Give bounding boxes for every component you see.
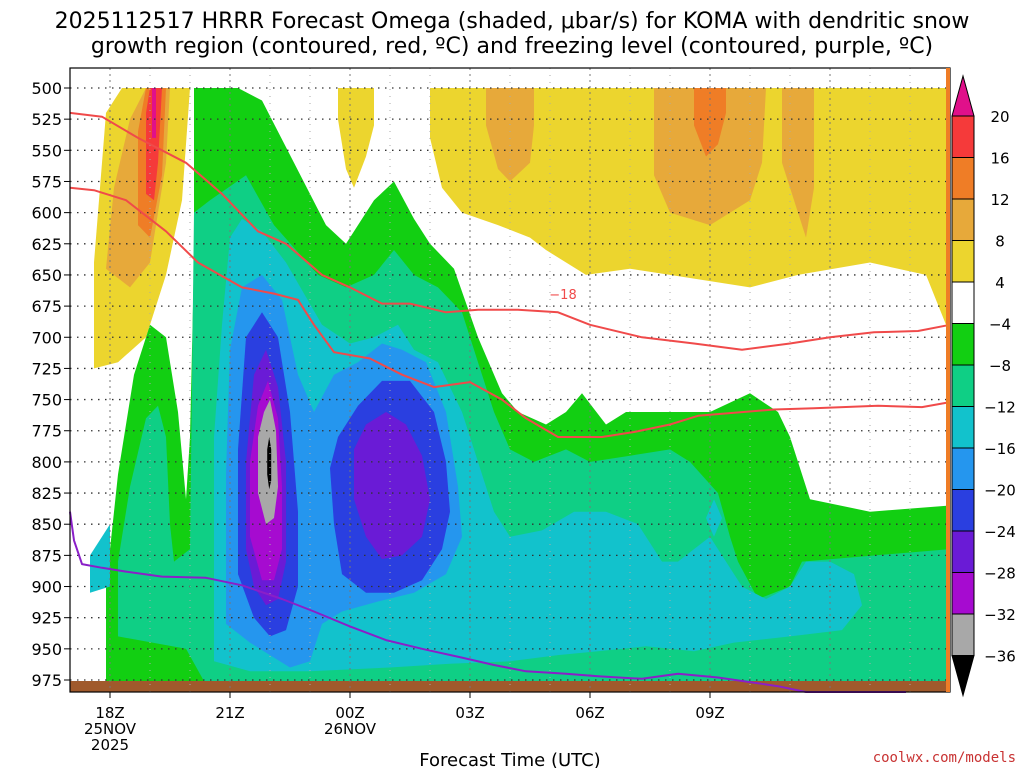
y-tick-label: 750 [31, 391, 62, 410]
omega-region [486, 88, 534, 182]
grid-lines [70, 68, 950, 692]
temperature-contours [69, 111, 951, 693]
omega-region [654, 88, 766, 226]
colorbar-cell [951, 655, 975, 698]
omega-region [90, 524, 110, 593]
colorbar-tick-label: −16 [984, 440, 1016, 458]
colorbar-tick-label: 8 [995, 233, 1005, 251]
colorbar-tick-label: −12 [984, 399, 1016, 417]
x-axis-label: Forecast Time (UTC) [419, 750, 600, 768]
terrain-strip [70, 681, 950, 692]
y-tick-label: 525 [31, 110, 62, 129]
colorbar-tick-label: −24 [984, 523, 1016, 541]
colorbar-cell [951, 530, 975, 573]
x-tick-label: 26NOV [324, 720, 377, 738]
y-tick-label: 975 [31, 671, 62, 690]
colorbar-cell [951, 323, 975, 366]
y-tick-label: 650 [31, 266, 62, 285]
colorbar-tick-label: −28 [984, 565, 1016, 583]
y-tick-label: 725 [31, 359, 62, 378]
temperature-contour-line [69, 186, 951, 438]
temperature-contour-line [69, 111, 951, 351]
y-tick-label: 950 [31, 640, 62, 659]
omega-region [146, 88, 162, 201]
x-tick-label: 03Z [455, 704, 484, 722]
y-tick-label: 900 [31, 578, 62, 597]
temperature-contour-line [69, 511, 906, 693]
y-tick-label: 600 [31, 204, 62, 223]
x-tick-label: 00Z [335, 704, 364, 722]
colorbar-cell [951, 115, 975, 158]
colorbar-tick-label: −8 [989, 357, 1011, 375]
title-line-1: 2025112517 HRRR Forecast Omega (shaded, … [55, 9, 970, 34]
colorbar-tick-label: −20 [984, 482, 1016, 500]
omega-region [152, 88, 156, 138]
colorbar-cell [951, 406, 975, 449]
colorbar-cell [951, 281, 975, 324]
x-tick-label: 06Z [575, 704, 604, 722]
y-tick-label: 500 [31, 79, 62, 98]
x-tick-label: 21Z [215, 704, 244, 722]
colorbar-cell [951, 447, 975, 490]
colorbar-cell [951, 613, 975, 656]
colorbar-tick-label: 16 [990, 150, 1009, 168]
y-tick-label: 775 [31, 422, 62, 441]
credit-link[interactable]: coolwx.com/models [873, 750, 1016, 766]
colorbar-tick-label: 12 [990, 191, 1009, 209]
colorbar: 20 16 12 8 4 −4 −8 −12 −16 −20 −24 −28 −32 −36 [951, 74, 1016, 698]
y-axis: 500 525 550 575 600 625 650 675 700 725 750 775 800 8… [31, 79, 70, 690]
colorbar-cell [951, 157, 975, 200]
y-tick-label: 575 [31, 172, 62, 191]
colorbar-tick-label: −4 [989, 316, 1011, 334]
y-tick-label: 875 [31, 546, 62, 565]
colorbar-tick-label: −36 [984, 648, 1016, 666]
x-tick-label: 2025 [91, 736, 129, 754]
y-tick-label: 825 [31, 484, 62, 503]
y-tick-label: 550 [31, 141, 62, 160]
y-tick-label: 625 [31, 235, 62, 254]
omega-region [338, 88, 374, 188]
omega-shading [90, 88, 950, 692]
y-tick-label: 925 [31, 609, 62, 628]
y-tick-label: 800 [31, 453, 62, 472]
plot-area: −18 [69, 67, 951, 693]
colorbar-cell [951, 240, 975, 283]
colorbar-cell [951, 74, 975, 117]
terrain-band [70, 681, 950, 692]
y-tick-label: 850 [31, 515, 62, 534]
contour-label: −18 [549, 288, 576, 303]
colorbar-cell [951, 489, 975, 532]
omega-region [706, 499, 722, 537]
colorbar-tick-label: −32 [984, 606, 1016, 624]
colorbar-cell [951, 572, 975, 615]
colorbar-cell [951, 364, 975, 407]
y-tick-label: 700 [31, 328, 62, 347]
x-tick-label: 18Z [95, 704, 124, 722]
title-line-2: growth region (contoured, red, ºC) and f… [91, 34, 933, 59]
colorbar-tick-label: 4 [995, 274, 1005, 292]
x-tick-label: 25NOV [84, 720, 137, 738]
colorbar-cell [951, 198, 975, 241]
omega-region [782, 88, 814, 238]
omega-region [354, 412, 430, 560]
x-tick-label: 09Z [695, 704, 724, 722]
y-tick-label: 675 [31, 297, 62, 316]
colorbar-tick-label: 20 [990, 108, 1009, 126]
omega-region [267, 437, 272, 490]
